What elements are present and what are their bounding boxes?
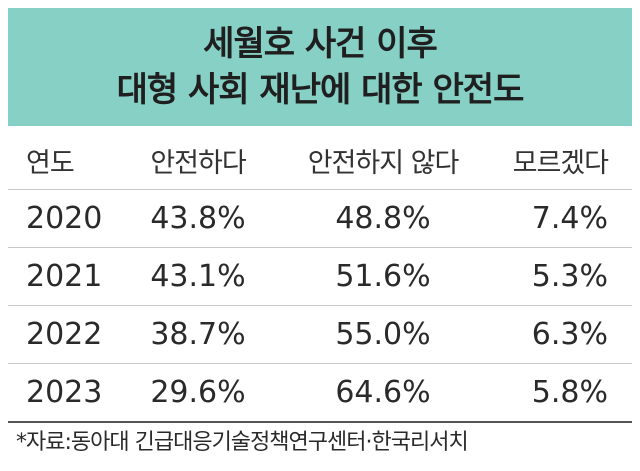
safe-cell: 43.1% (118, 247, 278, 306)
header-row: 연도 안전하다 안전하지 않다 모르겠다 (8, 132, 632, 190)
unsafe-cell: 51.6% (278, 247, 488, 306)
table-row: 2022 38.7% 55.0% 6.3% (8, 305, 632, 364)
source-note: *자료:동아대 긴급대응기술정책연구센터·한국리서치 (16, 430, 469, 455)
safety-table: 연도 안전하다 안전하지 않다 모르겠다 2020 43.8% 48.8% 7.… (8, 132, 632, 423)
safe-cell: 29.6% (118, 363, 278, 423)
safe-cell: 43.8% (118, 189, 278, 248)
safe-cell: 38.7% (118, 305, 278, 364)
title-banner: 세월호 사건 이후 대형 사회 재난에 대한 안전도 (8, 8, 632, 126)
year-cell: 2020 (8, 189, 118, 248)
year-cell: 2022 (8, 305, 118, 364)
unsafe-cell: 55.0% (278, 305, 488, 364)
header-year: 연도 (8, 132, 118, 190)
table-row: 2020 43.8% 48.8% 7.4% (8, 189, 632, 248)
year-cell: 2021 (8, 247, 118, 306)
unsafe-cell: 48.8% (278, 189, 488, 248)
unknown-cell: 5.8% (488, 363, 632, 423)
title-line-2: 대형 사회 재난에 대한 안전도 (116, 70, 525, 110)
table-row: 2023 29.6% 64.6% 5.8% (8, 363, 632, 423)
title-line-1: 세월호 사건 이후 (203, 24, 438, 64)
unknown-cell: 6.3% (488, 305, 632, 364)
unsafe-cell: 64.6% (278, 363, 488, 423)
unknown-cell: 7.4% (488, 189, 632, 248)
header-safe: 안전하다 (118, 132, 278, 190)
table-row: 2021 43.1% 51.6% 5.3% (8, 247, 632, 306)
header-unknown: 모르겠다 (488, 132, 632, 190)
unknown-cell: 5.3% (488, 247, 632, 306)
year-cell: 2023 (8, 363, 118, 423)
header-unsafe: 안전하지 않다 (278, 132, 488, 190)
